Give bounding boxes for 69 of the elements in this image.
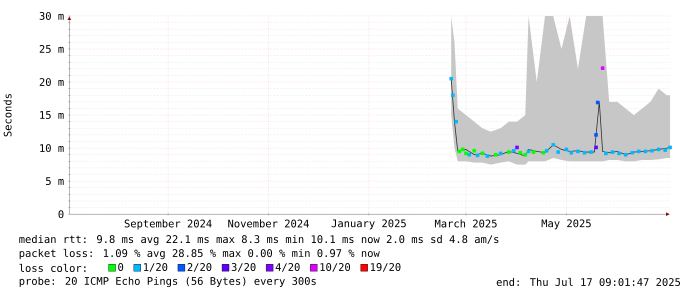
point <box>523 152 528 157</box>
y-tick-label: 0 <box>58 210 64 218</box>
point <box>454 120 458 124</box>
point <box>544 149 548 153</box>
point <box>532 150 536 154</box>
x-tick-label: November 2024 <box>228 219 309 228</box>
point <box>604 152 608 156</box>
point <box>644 150 648 154</box>
legend-label: 10/20 <box>320 263 350 272</box>
point <box>556 150 560 154</box>
point <box>564 148 568 152</box>
point <box>576 150 580 154</box>
legend-label: 2/20 <box>188 263 212 272</box>
y-tick-label: 10 m <box>40 144 64 152</box>
point <box>637 150 641 154</box>
point <box>464 152 468 156</box>
point <box>594 133 598 137</box>
point <box>551 143 556 147</box>
text: end: Thu Jul 17 09:01:47 2025 <box>496 278 680 286</box>
x-tick-label: March 2025 <box>434 219 497 228</box>
legend-label: 19/20 <box>370 263 400 272</box>
point <box>515 146 519 150</box>
point <box>656 148 660 152</box>
point <box>668 146 672 150</box>
point <box>498 152 502 156</box>
x-tick-label: January 2025 <box>332 219 406 230</box>
y-tick-label: 5 m <box>46 177 64 186</box>
point <box>449 76 453 81</box>
point <box>610 150 614 154</box>
point <box>468 152 472 157</box>
y-tick-label: 20 m <box>40 78 64 86</box>
point <box>486 154 490 158</box>
text: probe: 20 ICMP Echo Pings (56 Bytes) every 300s <box>20 276 316 288</box>
point <box>542 150 546 155</box>
point <box>458 150 462 154</box>
legend-label: 3/20 <box>232 263 256 272</box>
point <box>526 150 530 154</box>
point <box>480 152 484 156</box>
y-tick-label: 15 m <box>40 111 64 119</box>
point <box>512 149 516 153</box>
y-axis-title: Seconds <box>4 94 12 136</box>
text: packet loss: 1.09 % avg 28.85 % max 0.00 % min 0.97 % now <box>20 248 380 260</box>
point <box>460 148 465 152</box>
point <box>596 100 600 104</box>
x-tick-label: May 2025 <box>542 219 591 230</box>
point <box>617 152 621 156</box>
legend-label: 1/20 <box>144 263 168 272</box>
point <box>476 154 480 158</box>
point <box>663 148 667 152</box>
point <box>650 149 654 153</box>
x-tick-label: September 2024 <box>124 219 212 230</box>
point <box>582 150 586 155</box>
point <box>518 150 522 155</box>
point <box>570 150 574 155</box>
point <box>594 146 598 150</box>
point <box>630 150 634 155</box>
legend-label: 4/20 <box>276 263 300 272</box>
legend-title: loss color: <box>20 264 86 272</box>
point <box>624 152 628 157</box>
y-tick-label: 25 m <box>40 45 64 53</box>
point <box>451 93 455 98</box>
y-tick-label: 30 m <box>40 12 64 20</box>
point <box>600 66 604 70</box>
point <box>472 149 476 153</box>
point <box>589 150 593 154</box>
legend-label: 0 <box>118 263 124 272</box>
point <box>507 150 511 154</box>
text: median rtt: 9.8 ms avg 22.1 ms max 8.3 ms min 10.1 ms now 2.0 ms sd 4.8 am/s <box>19 235 498 246</box>
point <box>494 152 498 157</box>
